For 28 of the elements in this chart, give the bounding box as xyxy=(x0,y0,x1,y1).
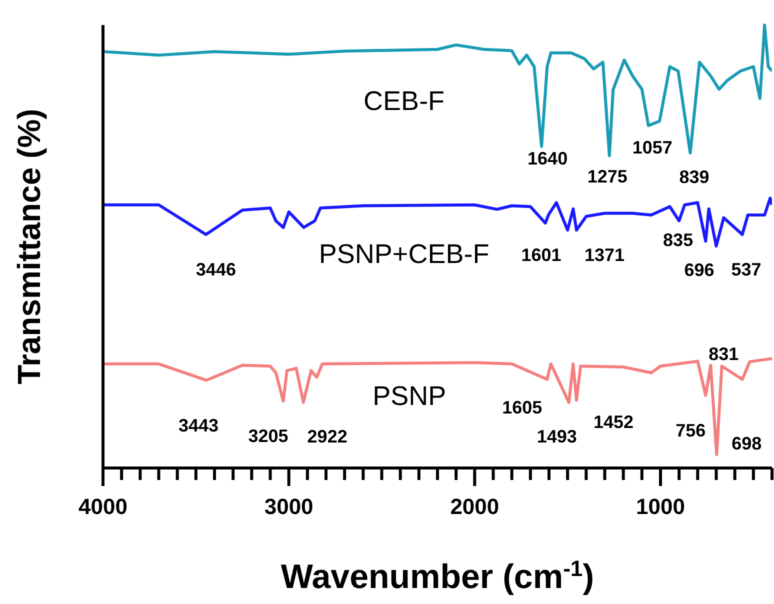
annotation: 1493 xyxy=(536,426,577,446)
annotation: 3446 xyxy=(196,260,236,280)
x-tick-label: 4000 xyxy=(78,494,128,519)
annotation: 1452 xyxy=(593,412,634,432)
x-tick-label: 2000 xyxy=(450,494,500,519)
annotation: 3205 xyxy=(248,426,288,446)
annotation: 1601 xyxy=(521,245,562,266)
annotation: 831 xyxy=(708,344,739,364)
y-axis-title: Transmittance (%) xyxy=(11,108,47,384)
series-label: PSNP xyxy=(372,381,446,412)
x-tick-label: 1000 xyxy=(636,494,685,519)
annotation: 756 xyxy=(676,420,706,440)
annotation: 537 xyxy=(731,260,762,280)
x-tick-label: 3000 xyxy=(264,494,314,519)
series-label: PSNP+CEB-F xyxy=(318,239,490,270)
annotation: 835 xyxy=(663,230,694,250)
annotation: 696 xyxy=(684,260,714,280)
annotation: 1275 xyxy=(587,166,628,187)
annotation: 1605 xyxy=(502,397,542,418)
annotation: 1640 xyxy=(528,148,568,168)
annotation: 1371 xyxy=(584,245,625,266)
annotation: 3443 xyxy=(178,415,219,436)
x-axis-title: Wavenumber (cm$^{-1}$) xyxy=(280,556,594,596)
annotation: 2922 xyxy=(307,426,348,446)
series-label: CEB-F xyxy=(364,86,445,118)
annotation: 1057 xyxy=(632,138,672,158)
annotation: 698 xyxy=(732,434,762,454)
annotation: 839 xyxy=(679,167,710,188)
